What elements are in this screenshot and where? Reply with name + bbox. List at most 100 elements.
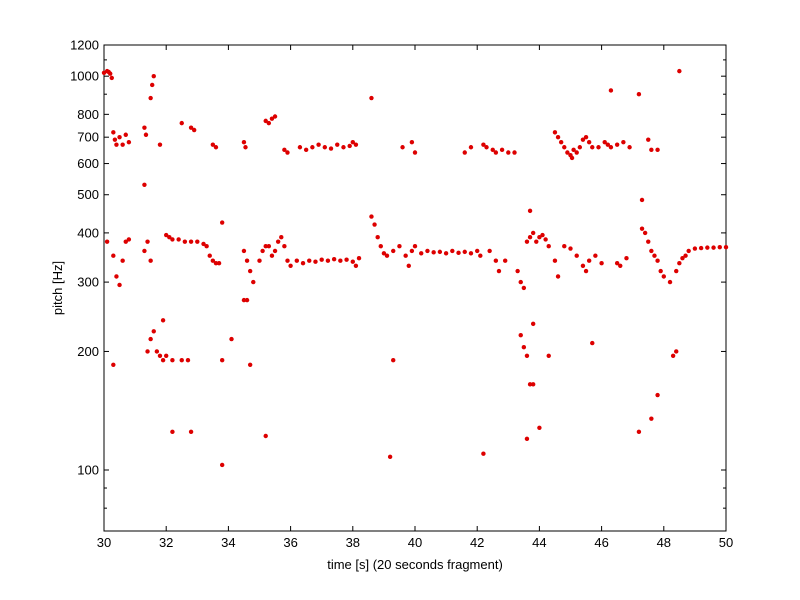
data-point <box>325 258 331 263</box>
data-point <box>717 244 722 250</box>
data-point <box>583 134 589 140</box>
data-point <box>151 73 156 79</box>
data-point <box>636 429 642 435</box>
data-point <box>602 139 607 145</box>
data-point <box>658 268 663 274</box>
data-point <box>646 239 651 244</box>
data-point <box>288 263 293 268</box>
data-point <box>670 353 676 358</box>
data-point <box>176 237 181 242</box>
data-point <box>569 155 575 161</box>
data-point <box>179 120 184 126</box>
data-point <box>624 255 629 261</box>
data-point <box>475 248 480 254</box>
data-point <box>705 245 710 250</box>
data-point <box>596 145 601 150</box>
data-point <box>303 147 309 153</box>
x-tick-label: 30 <box>97 535 111 550</box>
data-point <box>593 253 598 258</box>
data-point <box>148 95 153 101</box>
data-point <box>409 248 415 254</box>
data-point <box>568 246 573 251</box>
data-point <box>157 353 163 358</box>
data-point <box>391 248 396 254</box>
data-point <box>484 145 489 150</box>
data-point <box>381 251 387 256</box>
y-axis-ticks: 100 200 300 400 500 600 700 800 1000 1200 <box>70 38 726 532</box>
data-point <box>462 249 467 255</box>
data-point <box>375 235 380 240</box>
data-point <box>443 251 449 256</box>
data-point <box>636 92 642 97</box>
data-point <box>142 248 147 254</box>
data-point <box>496 268 502 274</box>
data-point <box>154 349 160 354</box>
data-point <box>552 258 558 263</box>
data-point <box>167 235 172 240</box>
data-point <box>316 142 321 147</box>
data-point <box>244 258 250 263</box>
data-point <box>661 274 666 279</box>
data-point <box>493 150 499 155</box>
data-point <box>574 253 579 258</box>
x-tick-label: 36 <box>283 535 297 550</box>
data-point <box>111 362 116 367</box>
data-point <box>123 239 128 244</box>
data-point <box>244 297 250 303</box>
y-tick-label: 200 <box>77 344 99 359</box>
data-point <box>649 248 654 254</box>
data-point <box>555 134 561 140</box>
data-point <box>680 255 685 261</box>
y-tick-label: 1200 <box>70 38 99 53</box>
data-point <box>112 137 118 142</box>
data-point <box>546 244 551 249</box>
data-point <box>310 145 315 150</box>
data-point <box>353 142 359 147</box>
data-point <box>335 142 340 147</box>
data-point <box>150 82 155 88</box>
data-point <box>677 261 682 266</box>
data-point <box>272 248 278 254</box>
data-point <box>502 258 508 263</box>
data-point <box>437 249 443 255</box>
data-point <box>188 125 194 130</box>
data-point <box>164 232 169 238</box>
data-point <box>204 244 209 249</box>
data-point <box>627 145 632 150</box>
data-point <box>621 139 626 145</box>
data-point <box>409 139 415 145</box>
data-point <box>188 239 194 244</box>
data-point <box>263 118 268 124</box>
x-tick-label: 48 <box>657 535 671 550</box>
data-point <box>599 261 604 266</box>
data-point <box>419 251 424 256</box>
data-point <box>406 263 411 268</box>
data-point <box>586 258 592 263</box>
data-point <box>142 182 147 187</box>
data-point <box>151 329 156 334</box>
data-point <box>216 261 222 266</box>
data-point <box>639 226 645 231</box>
data-point <box>574 150 579 155</box>
data-point <box>518 332 523 338</box>
data-point <box>580 137 586 142</box>
data-point <box>674 349 679 354</box>
data-point <box>537 425 542 430</box>
x-tick-label: 40 <box>408 535 422 550</box>
data-point <box>590 145 595 150</box>
x-tick-label: 32 <box>159 535 173 550</box>
data-point <box>126 139 132 145</box>
data-point <box>646 137 651 142</box>
data-point <box>297 145 303 150</box>
data-point <box>431 250 436 255</box>
data-point <box>201 241 206 247</box>
x-tick-label: 50 <box>719 535 733 550</box>
data-point <box>369 95 374 101</box>
data-point <box>142 125 147 130</box>
data-point <box>543 237 548 242</box>
data-point <box>608 145 614 150</box>
data-point <box>527 208 533 214</box>
y-tick-label: 100 <box>77 462 99 477</box>
data-point <box>210 142 216 147</box>
